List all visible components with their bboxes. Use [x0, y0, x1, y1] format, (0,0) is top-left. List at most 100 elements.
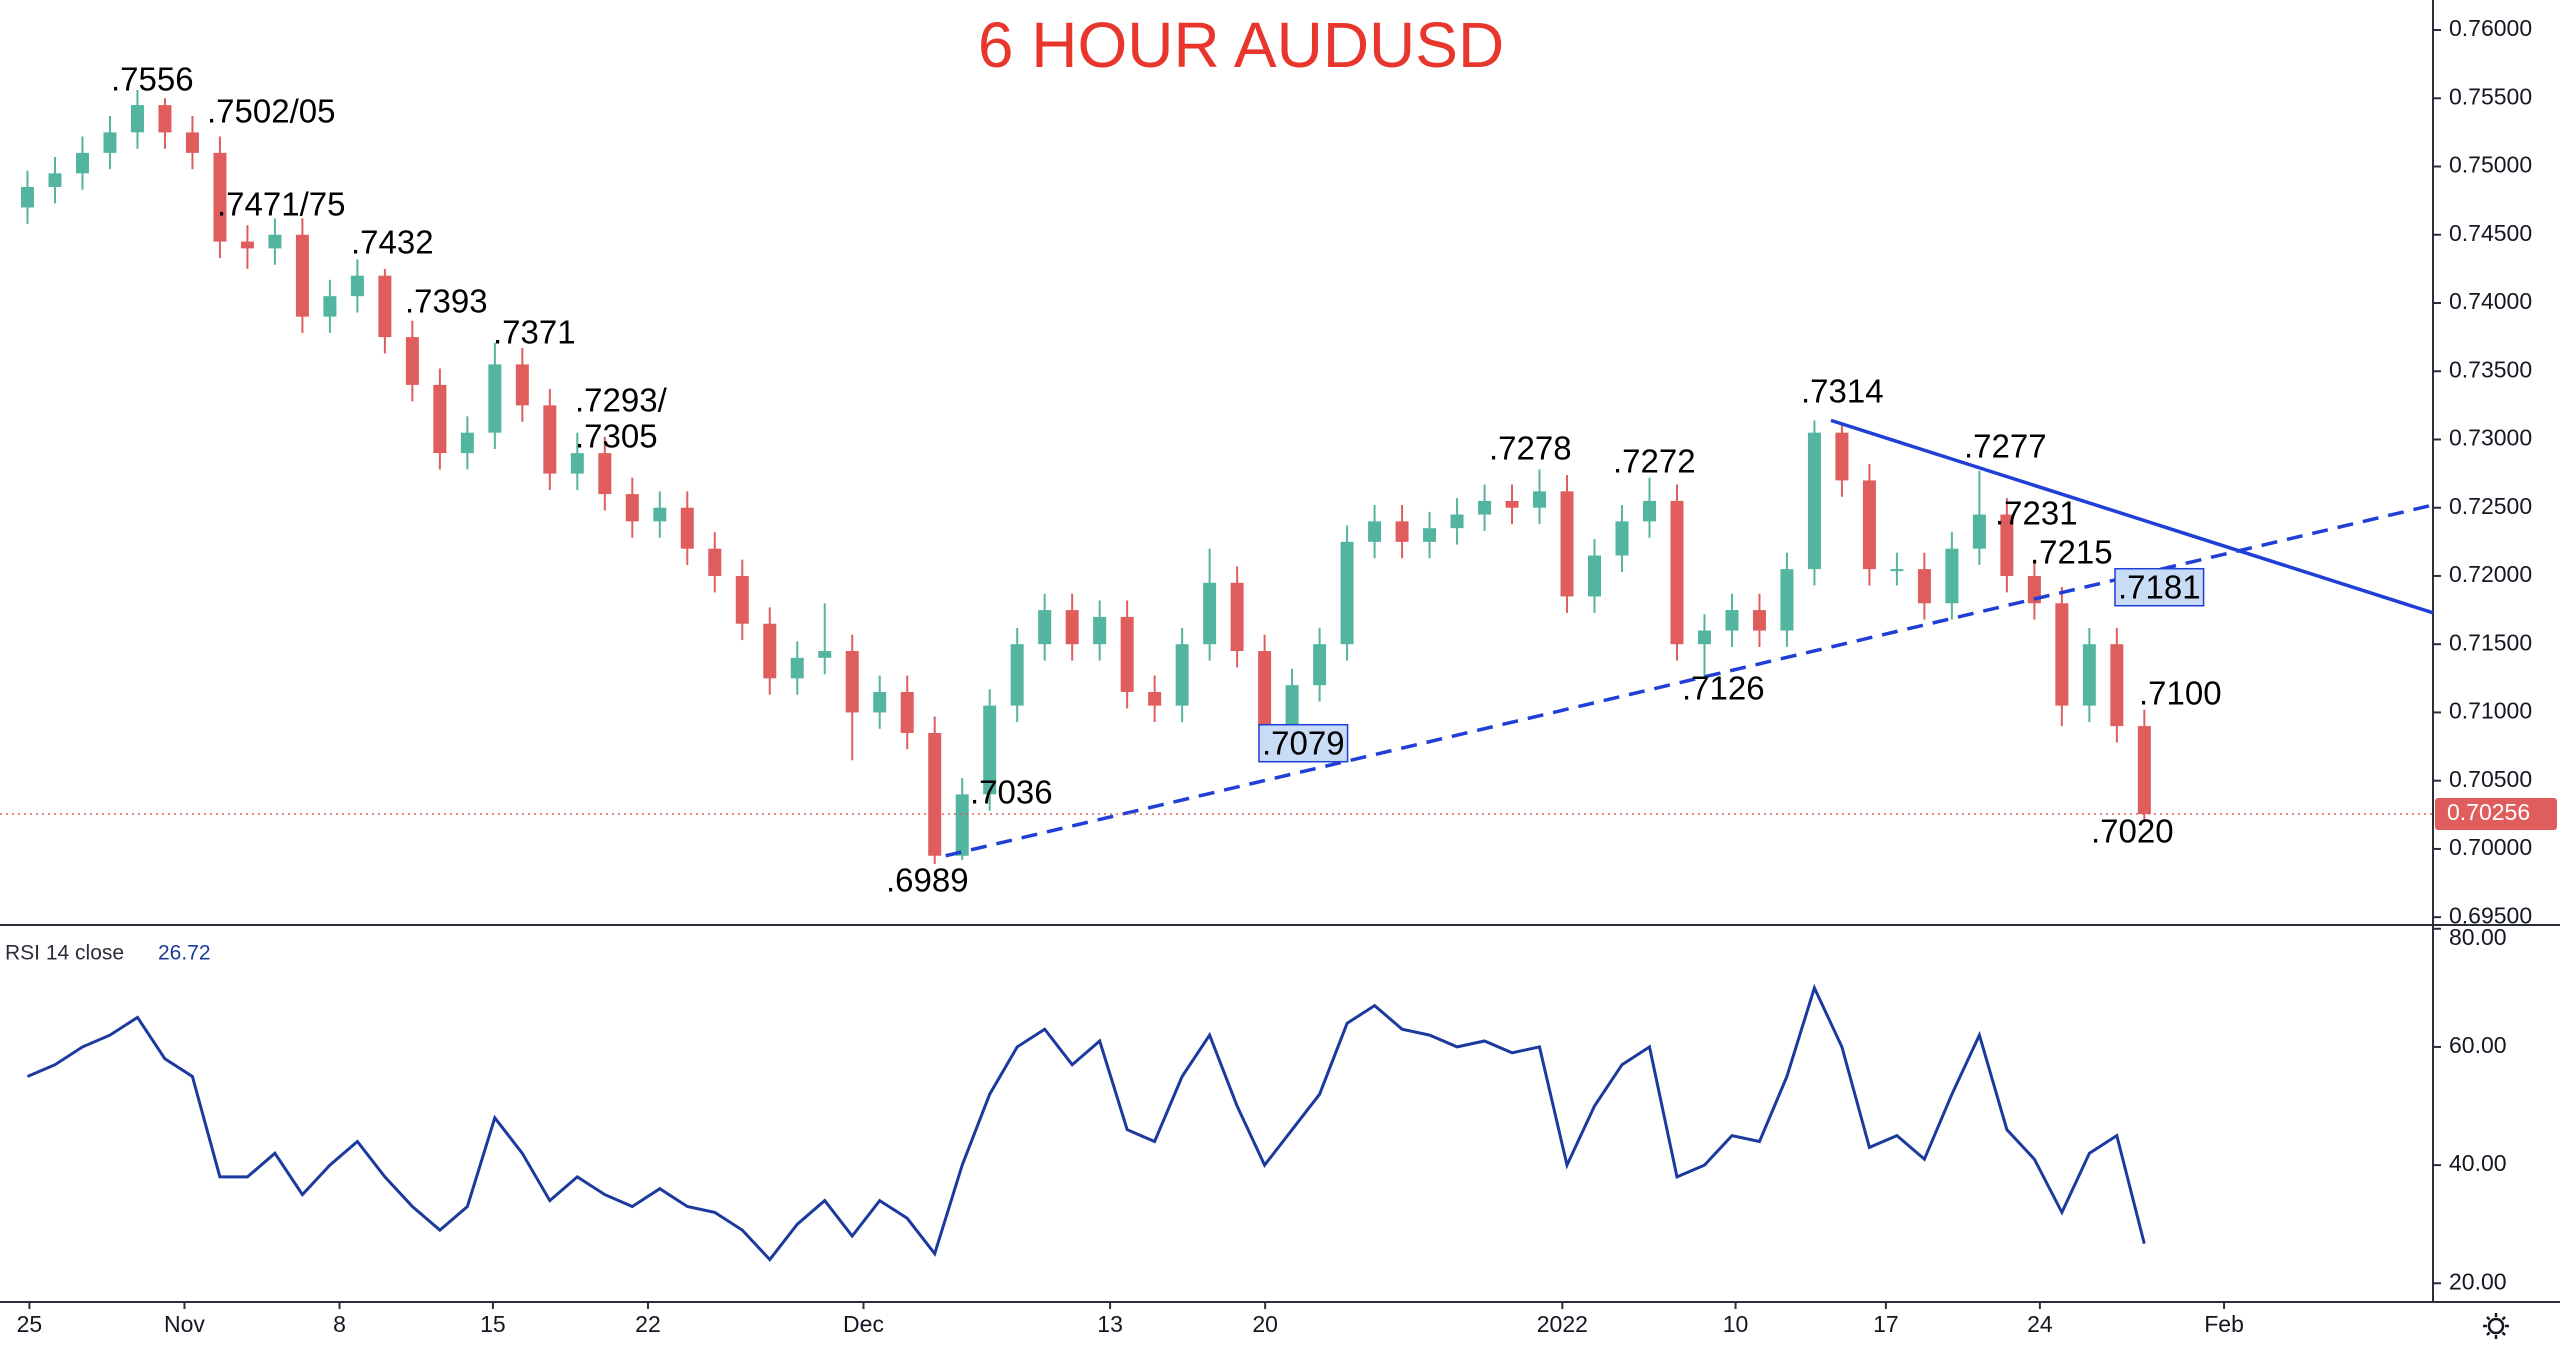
candle-body [928, 732, 942, 856]
candle-body [48, 173, 62, 187]
candle-body [460, 432, 474, 454]
price-annotation: .6989 [886, 862, 969, 899]
rsi-line [26, 983, 2146, 1262]
price-annotation: .7314 [1801, 373, 1884, 410]
price-annotation: .7020 [2091, 813, 2174, 850]
candle-body [1313, 644, 1327, 686]
price-annotation: .7556 [111, 61, 194, 98]
candle-body [240, 241, 254, 249]
candle-body [1917, 569, 1931, 604]
gear-teeth[interactable] [2483, 1313, 2509, 1339]
candle-body [1065, 610, 1079, 645]
candle-body [1615, 521, 1629, 556]
price-annotation: .7502/05 [207, 93, 335, 130]
candle-body [1285, 685, 1299, 727]
candle-body [433, 384, 447, 454]
candle-body [1560, 491, 1574, 597]
candle-body [2082, 644, 2096, 706]
x-tick-label: Nov [164, 1311, 205, 1337]
candle-body [818, 651, 832, 658]
candle-body [2137, 726, 2151, 814]
candle-body [185, 132, 199, 153]
y-tick-label: 0.75000 [2449, 152, 2532, 178]
y-tick-label: 0.70000 [2449, 834, 2532, 860]
candle-body [350, 275, 364, 297]
candle-body [1258, 651, 1272, 727]
price-annotation: .7371 [493, 314, 576, 351]
gear-ring[interactable] [2487, 1317, 2505, 1335]
rsi-y-tick-label: 40.00 [2449, 1150, 2507, 1176]
candle-body [103, 132, 117, 153]
settings-icon[interactable] [2483, 1313, 2509, 1339]
x-tick-label: 15 [480, 1311, 506, 1337]
candle-body [983, 705, 997, 795]
candle-body [2000, 514, 2014, 576]
price-annotation: .7305 [575, 418, 658, 455]
x-tick-label: Dec [843, 1311, 884, 1337]
candle-body [213, 152, 227, 242]
last-price-label: 0.70256 [2447, 799, 2530, 825]
candle-body [625, 494, 639, 522]
candle-body [1642, 500, 1656, 522]
candle-body [1230, 582, 1244, 652]
candle-body [1862, 480, 1876, 570]
price-annotation: .7215 [2030, 534, 2113, 571]
x-tick-label: 24 [2027, 1311, 2053, 1337]
price-annotation: .7100 [2139, 675, 2222, 712]
candle-body [1752, 610, 1766, 631]
candle-body [1670, 500, 1684, 645]
candle-body [20, 186, 34, 208]
price-annotation: .7432 [351, 224, 434, 261]
x-tick-label: 20 [1252, 1311, 1278, 1337]
candle-body [2110, 644, 2124, 727]
candle-body [1890, 569, 1904, 572]
candle-body [708, 548, 722, 576]
price-annotation: .7471/75 [217, 186, 345, 223]
candle-body [735, 575, 749, 624]
candle-body [1423, 528, 1437, 542]
candle-body [790, 657, 804, 679]
x-tick-label: 25 [17, 1311, 43, 1337]
candle-body [1505, 500, 1519, 508]
price-annotation: .7036 [970, 774, 1053, 811]
candle-body [598, 453, 612, 495]
candle-body [1148, 691, 1162, 706]
y-tick-label: 0.70500 [2449, 766, 2532, 792]
candle-body [1478, 500, 1492, 515]
candle-body [873, 691, 887, 713]
price-annotation: .7231 [1995, 495, 2078, 532]
candle-body [378, 275, 392, 338]
candle-body [130, 105, 144, 133]
candle-body [323, 296, 337, 317]
price-annotation: .7393 [405, 283, 488, 320]
price-annotation: .7079 [1262, 725, 1345, 762]
candle-body [1807, 432, 1821, 570]
x-tick-label: 8 [333, 1311, 346, 1337]
price-annotation: .7277 [1964, 428, 2047, 465]
last-price-box [2435, 797, 2557, 830]
y-tick-label: 0.75500 [2449, 83, 2532, 109]
annotation-box [2114, 567, 2205, 607]
candle-body [1010, 644, 1024, 706]
rsi-label: RSI 14 close [5, 942, 124, 965]
y-tick-label: 0.69500 [2449, 902, 2532, 928]
candle-body [75, 152, 89, 174]
candle-body [488, 364, 502, 433]
candle-body [1835, 432, 1849, 481]
candle-body [900, 691, 914, 733]
candle-body [845, 651, 859, 713]
candle-body [268, 234, 282, 249]
candle-body [1175, 644, 1189, 706]
y-tick-label: 0.71000 [2449, 698, 2532, 724]
price-annotation: .7126 [1682, 670, 1765, 707]
rsi-y-tick-label: 80.00 [2449, 924, 2507, 950]
y-tick-label: 0.74000 [2449, 288, 2532, 314]
chart-title: 6 HOUR AUDUSD [978, 9, 1504, 81]
x-tick-label: 22 [635, 1311, 661, 1337]
y-tick-label: 0.71500 [2449, 629, 2532, 655]
candle-body [680, 507, 694, 549]
candle-body [1120, 616, 1134, 692]
price-annotation: .7293/ [575, 382, 668, 419]
